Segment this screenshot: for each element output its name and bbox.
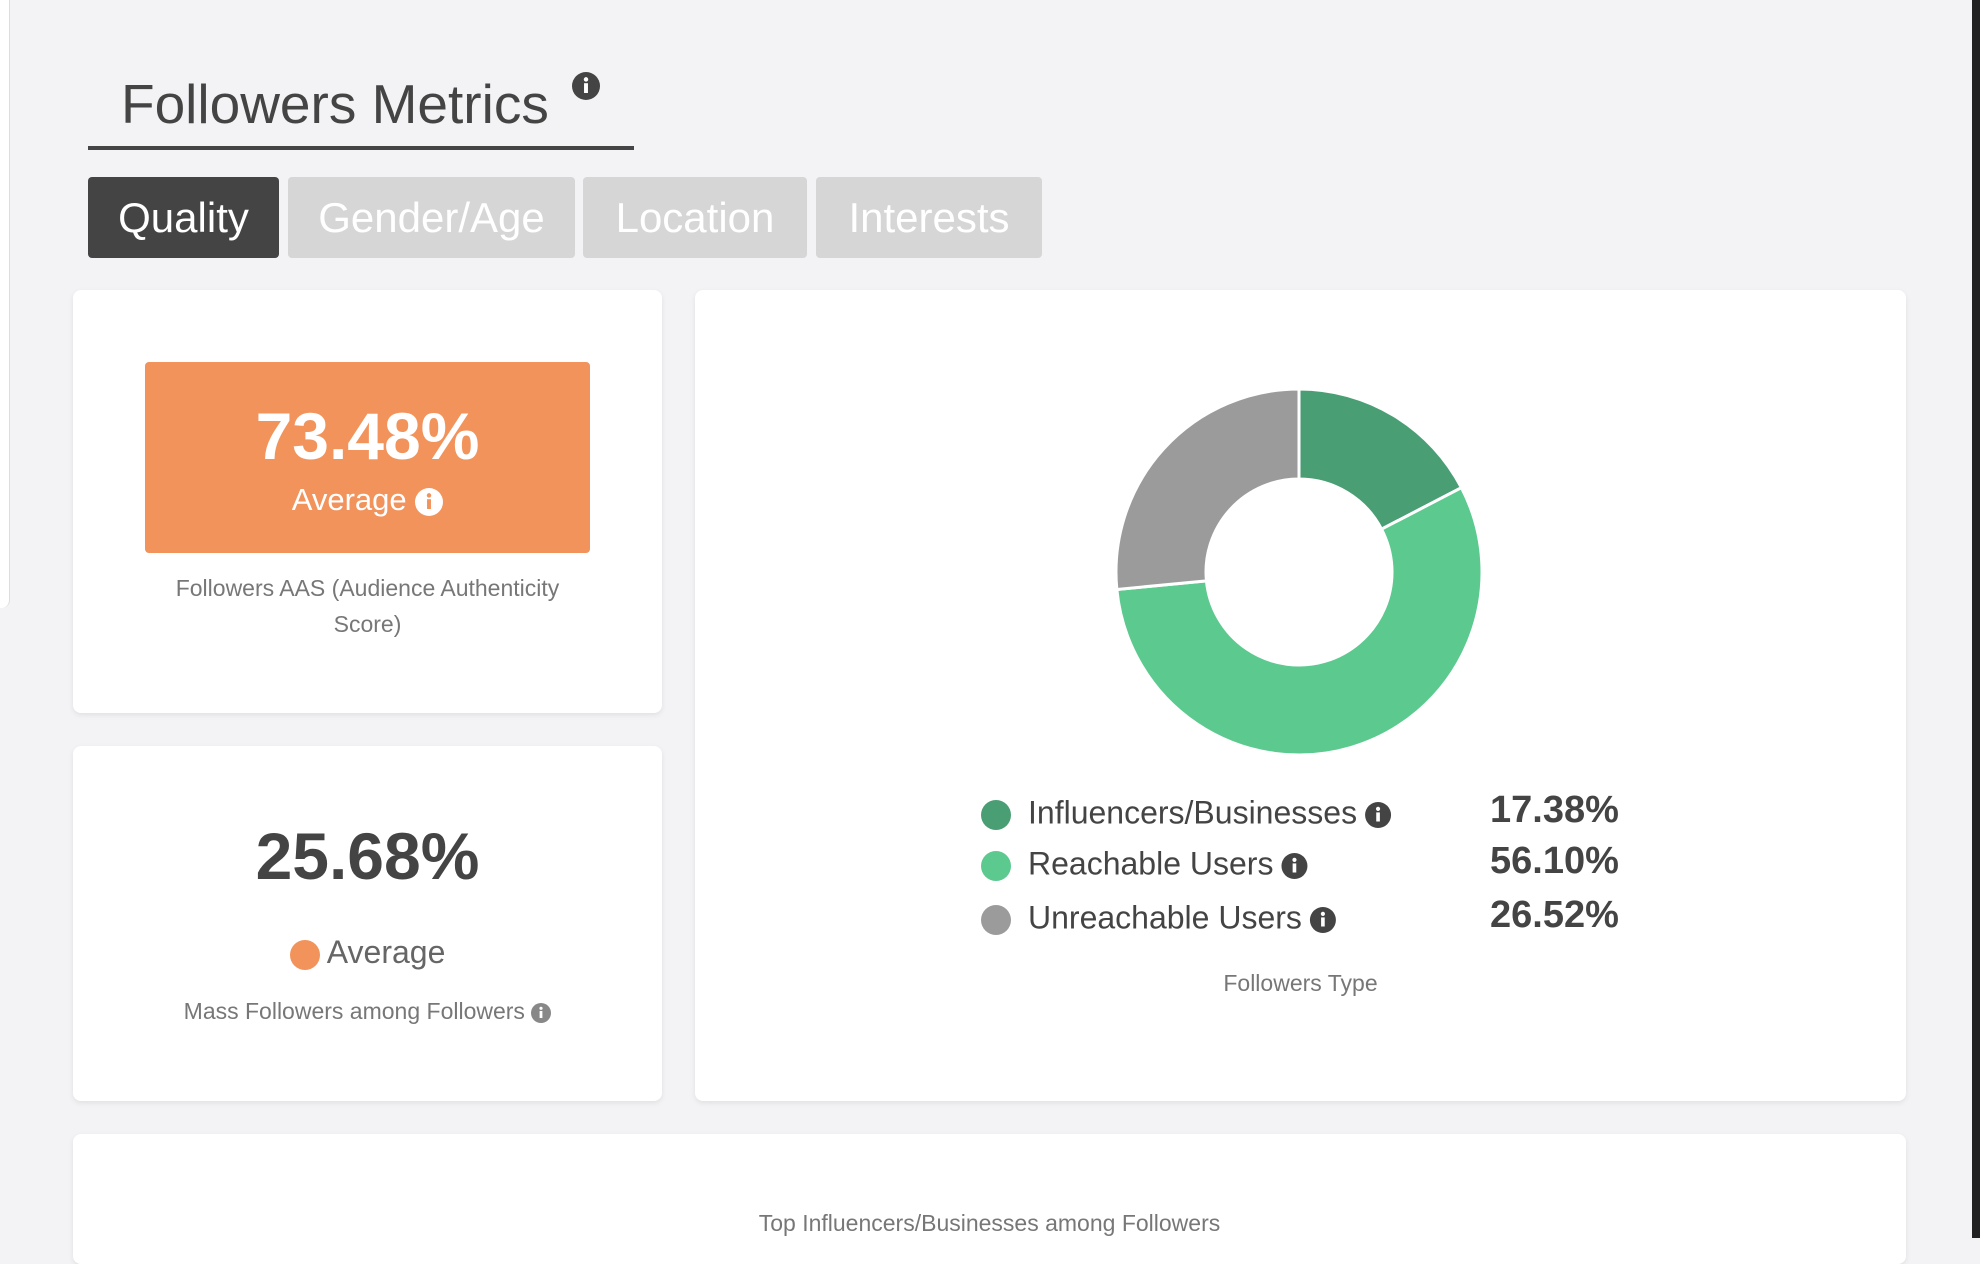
sidebar-edge — [0, 0, 10, 608]
info-dot — [1292, 857, 1297, 862]
legend-value: 17.38% — [1490, 789, 1619, 831]
donut-chart: Influencers/Businesses 17.38% Reachable Us… — [981, 387, 1619, 936]
info-icon[interactable] — [1365, 802, 1392, 828]
info-bar — [1376, 812, 1380, 822]
info-icon[interactable] — [572, 72, 601, 100]
legend-label: Influencers/Businesses — [1028, 794, 1357, 830]
info-icon[interactable] — [415, 487, 444, 516]
mass-caption-row: Mass Followers among Followers — [73, 998, 662, 1025]
mass-value: 25.68% — [255, 819, 480, 893]
right-strip — [1972, 0, 1980, 1238]
top-influencers-card: Top Influencers/Businesses among Followe… — [73, 1134, 1906, 1264]
tab[interactable]: Location — [583, 177, 807, 258]
followers-type-card: Influencers/Businesses 17.38% Reachable Us… — [695, 290, 1906, 1101]
aas-value: 73.48% — [255, 399, 480, 473]
aas-caption: Followers AAS (Audience Authenticity Sco… — [175, 575, 560, 637]
top-influencers-title: Top Influencers/Businesses among Followe… — [758, 1210, 1221, 1236]
donut-slice — [1115, 485, 1484, 757]
mass-rating: Average — [326, 934, 446, 970]
mass-card: 25.68% Average Mass Followers among Foll… — [73, 746, 662, 1101]
legend-value: 56.10% — [1490, 840, 1619, 882]
legend-label: Unreachable Users — [1028, 899, 1302, 935]
info-icon[interactable] — [1281, 853, 1308, 879]
legend-dot — [981, 905, 1011, 935]
legend-dot — [981, 800, 1011, 830]
title-text: Followers Metrics — [121, 73, 549, 135]
tab[interactable]: Interests — [816, 177, 1042, 258]
info-bar — [1321, 917, 1325, 927]
legend-value: 26.52% — [1490, 894, 1619, 936]
info-bar — [1292, 863, 1297, 873]
mass-rating-row: Average — [73, 934, 662, 971]
legend-dot — [981, 851, 1011, 881]
page-title: Followers Metrics — [121, 72, 601, 136]
aas-box: 73.48% Average — [145, 362, 590, 553]
aas-card: 73.48% Average Followers AAS (Audience A… — [73, 290, 662, 713]
mass-caption: Mass Followers among Followers — [183, 998, 525, 1024]
title-underline — [88, 146, 634, 150]
donut-slice — [1114, 387, 1301, 592]
info-icon[interactable] — [531, 1002, 552, 1023]
info-dot — [1320, 911, 1325, 916]
rating-dot — [289, 939, 320, 970]
info-icon[interactable] — [1309, 907, 1336, 933]
aas-rating-row: Average — [145, 482, 590, 518]
chart-caption: Followers Type — [1223, 970, 1378, 996]
tab[interactable]: Gender/Age — [288, 177, 575, 258]
info-dot — [1375, 806, 1381, 811]
donut-slice — [1297, 387, 1464, 532]
aas-rating: Average — [291, 482, 407, 517]
legend-label: Reachable Users — [1028, 845, 1273, 881]
tab[interactable]: Quality — [88, 177, 279, 258]
